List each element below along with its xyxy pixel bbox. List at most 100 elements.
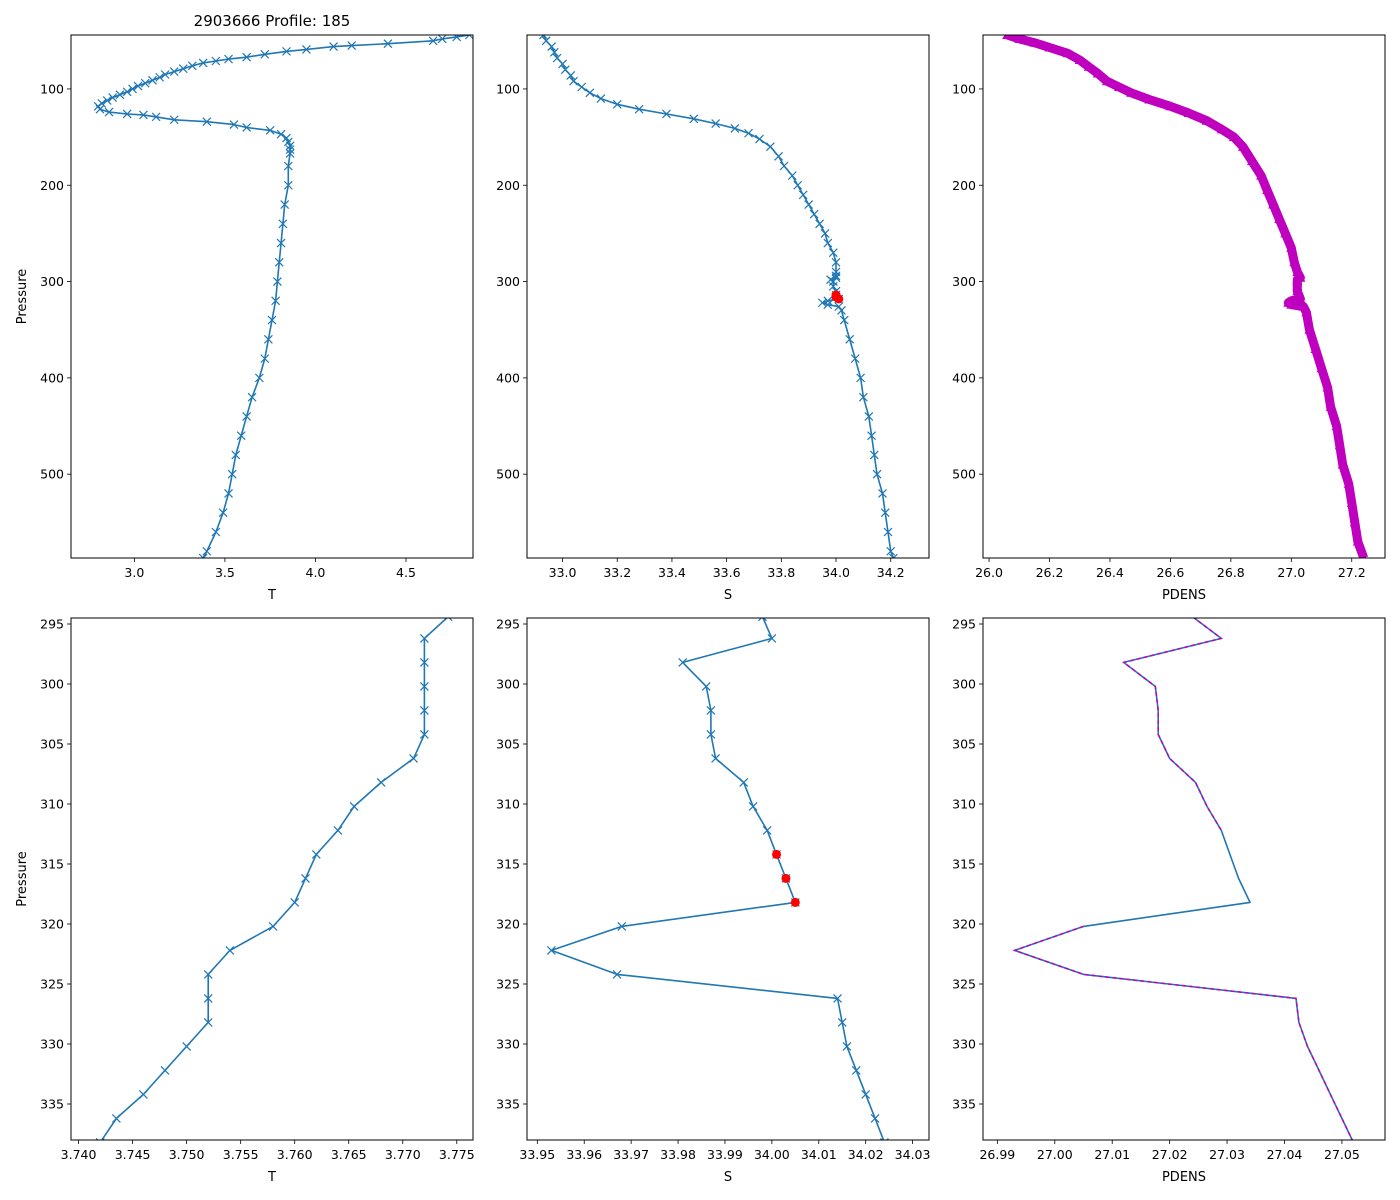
data-point (706, 729, 716, 739)
x-tick-label: 33.95 (519, 1147, 555, 1162)
data-point (886, 546, 896, 556)
data-point (711, 119, 721, 129)
y-tick-label: 320 (496, 917, 520, 932)
data-point (831, 273, 841, 283)
x-tick-label: 3.740 (61, 1147, 97, 1162)
data-point (203, 1017, 213, 1027)
data-point (817, 298, 827, 308)
chart-top-PDENS: 26.0 26.2 26.4 26.6 26.8 27.0 27.2 100 200 300 400… (952, 34, 1386, 603)
data-point (833, 993, 842, 1003)
x-tick-label: 34.01 (801, 1147, 837, 1162)
series-line-overlay (1121, 618, 1224, 831)
y-tick-label: 300 (496, 274, 520, 289)
data-point (779, 161, 789, 171)
data-point (793, 180, 803, 190)
data-point (837, 1017, 847, 1027)
data-point (128, 84, 137, 94)
data-point (419, 681, 429, 691)
axes-frame (982, 34, 1386, 559)
data-point (569, 76, 578, 86)
plot-area (93, 35, 473, 558)
data-point (419, 633, 429, 643)
flagged-point (834, 294, 844, 304)
data-point (260, 354, 270, 364)
data-point (634, 104, 644, 114)
data-point (224, 54, 233, 64)
data-point (169, 67, 179, 77)
y-tick-label: 315 (952, 857, 976, 872)
y-tick-label: 300 (40, 677, 64, 692)
data-point (211, 56, 221, 66)
data-point (182, 1041, 192, 1051)
data-point (227, 469, 237, 479)
data-point (549, 47, 559, 57)
y-tick-label: 325 (952, 977, 976, 992)
data-point (301, 873, 310, 883)
data-point (225, 945, 235, 955)
y-tick-label: 310 (952, 797, 976, 812)
data-point (464, 35, 473, 40)
data-point (409, 753, 418, 763)
data-point (254, 373, 264, 383)
data-point (333, 825, 343, 835)
y-tick-label: 295 (40, 617, 64, 632)
data-point (285, 149, 295, 158)
y-tick-label: 400 (40, 370, 64, 385)
x-tick-label: 33.96 (566, 1147, 602, 1162)
data-point (274, 257, 284, 267)
flagged-point (781, 873, 791, 883)
y-tick-label: 300 (496, 677, 520, 692)
data-point (283, 161, 293, 171)
y-tick-label: 330 (496, 1037, 520, 1052)
data-point (804, 200, 814, 209)
data-point (701, 681, 711, 691)
y-tick-label: 295 (952, 617, 976, 632)
data-point (739, 777, 749, 787)
data-point (273, 277, 282, 286)
data-point (347, 41, 357, 51)
data-point (329, 42, 338, 51)
chart-top-S: 33.0 33.2 33.4 33.6 33.8 34.0 34.2 100 200 300 400… (496, 34, 930, 603)
x-tick-label: 3.770 (385, 1147, 421, 1162)
data-point (612, 99, 622, 109)
data-point (419, 705, 429, 715)
y-tick-label: 315 (40, 857, 64, 872)
data-point (268, 921, 278, 931)
data-point (349, 801, 359, 811)
y-axis-label: Pressure (15, 269, 30, 325)
data-point (864, 411, 874, 421)
data-point (585, 88, 595, 98)
data-point (178, 64, 188, 74)
data-point (267, 315, 277, 325)
x-tick-label: 34.03 (895, 1147, 931, 1162)
data-point (276, 129, 286, 139)
data-point (823, 300, 833, 310)
x-tick-label: 27.2 (1338, 565, 1366, 580)
data-point (839, 315, 849, 325)
data-point (831, 271, 841, 281)
data-point (820, 228, 830, 238)
data-point (428, 36, 438, 46)
x-axis-label: T (267, 1170, 276, 1185)
data-point (831, 257, 841, 267)
data-point (837, 306, 846, 315)
data-point (867, 431, 876, 441)
plot-area (1002, 35, 1369, 558)
data-point (203, 993, 213, 1003)
data-point (869, 450, 879, 460)
y-tick-label: 330 (952, 1037, 976, 1052)
data-point (104, 107, 114, 117)
data-point (689, 114, 699, 124)
x-tick-label: 26.6 (1156, 565, 1184, 580)
data-point (138, 1089, 148, 1099)
y-tick-label: 500 (952, 467, 976, 482)
data-point (122, 87, 132, 97)
data-point (419, 657, 429, 667)
data-point (187, 61, 197, 71)
y-tick-label: 335 (496, 1097, 520, 1112)
data-point (102, 96, 112, 105)
y-tick-label: 335 (40, 1097, 64, 1112)
axes-frame (70, 617, 474, 1141)
data-point (218, 508, 228, 518)
y-tick-label: 330 (40, 1037, 64, 1052)
